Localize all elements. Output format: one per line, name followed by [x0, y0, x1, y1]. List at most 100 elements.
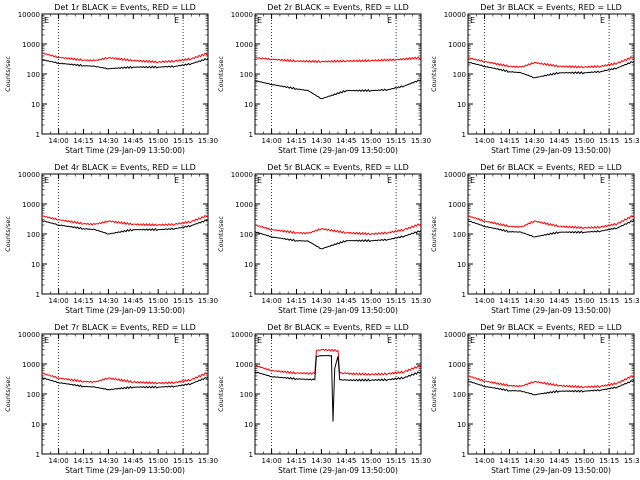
corner-mark-left: E: [470, 16, 475, 25]
y-axis-label: Counts/sec: [430, 56, 438, 92]
x-tick-label: 14:15: [73, 137, 93, 145]
x-axis-label: Start Time (29-Jan-09 13:50:00): [278, 466, 398, 475]
x-tick-label: 15:30: [624, 297, 640, 305]
y-tick-label: 1: [36, 291, 40, 299]
chart-panel: Det 8r BLACK = Events, RED = LLD E E 1 10 100…: [217, 323, 431, 475]
chart-title: Det 2r BLACK = Events, RED = LLD: [267, 3, 409, 12]
corner-mark-left: E: [470, 176, 475, 185]
corner-mark-right: E: [387, 336, 392, 345]
y-tick-label: 100: [27, 71, 40, 79]
x-tick-label: 14:30: [98, 137, 118, 145]
x-tick-label: 14:30: [524, 297, 544, 305]
y-tick-label: 10000: [18, 11, 40, 19]
y-tick-label: 100: [453, 71, 466, 79]
x-tick-label: 15:15: [386, 137, 406, 145]
x-tick-label: 15:15: [599, 297, 619, 305]
x-tick-label: 15:00: [361, 137, 381, 145]
x-tick-label: 14:00: [49, 457, 69, 465]
y-tick-label: 10: [31, 421, 40, 429]
x-axis-label: Start Time (29-Jan-09 13:50:00): [65, 146, 185, 155]
x-tick-label: 14:30: [98, 457, 118, 465]
chart-panel: Det 3r BLACK = Events, RED = LLD E E 1 10 100…: [430, 3, 640, 155]
events-series-line: [467, 60, 635, 79]
y-tick-label: 1000: [22, 361, 40, 369]
events-series-line: [254, 79, 422, 100]
chart-title: Det 3r BLACK = Events, RED = LLD: [480, 3, 622, 12]
events-series-line: [41, 58, 209, 70]
x-axis-label: Start Time (29-Jan-09 13:50:00): [65, 306, 185, 315]
y-tick-label: 1: [249, 291, 253, 299]
x-tick-label: 15:30: [411, 297, 431, 305]
x-tick-label: 14:00: [475, 297, 495, 305]
y-tick-label: 1: [36, 451, 40, 459]
x-tick-label: 15:00: [148, 137, 168, 145]
events-series-line: [254, 354, 422, 422]
x-axis-label: Start Time (29-Jan-09 13:50:00): [65, 466, 185, 475]
x-tick-label: 15:30: [198, 297, 218, 305]
y-tick-label: 10000: [18, 331, 40, 339]
x-tick-label: 14:15: [286, 137, 306, 145]
lld-series-line: [41, 52, 209, 64]
y-tick-label: 1000: [448, 201, 466, 209]
lld-series-line: [467, 214, 635, 230]
x-tick-label: 14:00: [262, 137, 282, 145]
x-tick-label: 14:15: [73, 297, 93, 305]
lld-series-line: [254, 223, 422, 236]
y-tick-label: 10000: [444, 331, 466, 339]
x-tick-label: 15:30: [624, 137, 640, 145]
y-tick-label: 100: [240, 71, 253, 79]
x-tick-label: 15:15: [599, 457, 619, 465]
corner-mark-right: E: [174, 16, 179, 25]
y-tick-label: 1000: [22, 41, 40, 49]
x-tick-label: 15:00: [574, 457, 594, 465]
x-tick-label: 15:15: [386, 457, 406, 465]
y-tick-label: 100: [240, 231, 253, 239]
y-tick-label: 100: [27, 231, 40, 239]
chart-title: Det 9r BLACK = Events, RED = LLD: [480, 323, 622, 332]
y-axis-label: Counts/sec: [4, 56, 12, 92]
events-series-line: [467, 219, 635, 238]
x-tick-label: 15:15: [173, 457, 193, 465]
chart-title: Det 8r BLACK = Events, RED = LLD: [267, 323, 409, 332]
lld-series-line: [255, 56, 422, 64]
x-tick-label: 14:00: [475, 137, 495, 145]
x-tick-label: 15:15: [386, 297, 406, 305]
x-tick-label: 14:45: [336, 297, 356, 305]
chart-panel: Det 6r BLACK = Events, RED = LLD E E 1 10 100…: [430, 163, 640, 315]
x-axis-label: Start Time (29-Jan-09 13:50:00): [278, 146, 398, 155]
chart-title: Det 1r BLACK = Events, RED = LLD: [54, 3, 196, 12]
x-tick-label: 14:00: [262, 457, 282, 465]
y-tick-label: 10000: [231, 171, 253, 179]
x-tick-label: 14:45: [549, 137, 569, 145]
chart-panel: Det 9r BLACK = Events, RED = LLD E E 1 10 100…: [430, 323, 640, 475]
y-tick-label: 10: [244, 101, 253, 109]
x-tick-label: 14:45: [123, 137, 143, 145]
x-tick-label: 14:00: [475, 457, 495, 465]
y-tick-label: 1: [462, 131, 466, 139]
y-tick-label: 10000: [231, 11, 253, 19]
y-tick-label: 1000: [448, 361, 466, 369]
y-tick-label: 10: [457, 101, 466, 109]
y-tick-label: 10: [31, 101, 40, 109]
y-tick-label: 10: [457, 421, 466, 429]
x-tick-label: 15:00: [574, 137, 594, 145]
x-tick-label: 14:45: [336, 457, 356, 465]
y-axis-label: Counts/sec: [4, 376, 12, 412]
x-tick-label: 14:30: [311, 297, 331, 305]
x-tick-label: 14:15: [499, 297, 519, 305]
x-tick-label: 14:30: [524, 137, 544, 145]
events-series-line: [254, 230, 422, 250]
x-tick-label: 14:30: [311, 137, 331, 145]
x-tick-label: 14:15: [73, 457, 93, 465]
x-axis-label: Start Time (29-Jan-09 13:50:00): [491, 306, 611, 315]
x-axis-label: Start Time (29-Jan-09 13:50:00): [491, 146, 611, 155]
x-tick-label: 14:30: [524, 457, 544, 465]
y-tick-label: 1: [462, 451, 466, 459]
corner-mark-left: E: [257, 336, 262, 345]
corner-mark-right: E: [600, 336, 605, 345]
chart-title: Det 5r BLACK = Events, RED = LLD: [267, 163, 409, 172]
corner-mark-left: E: [44, 176, 49, 185]
y-tick-label: 1000: [235, 41, 253, 49]
y-tick-label: 10000: [444, 171, 466, 179]
